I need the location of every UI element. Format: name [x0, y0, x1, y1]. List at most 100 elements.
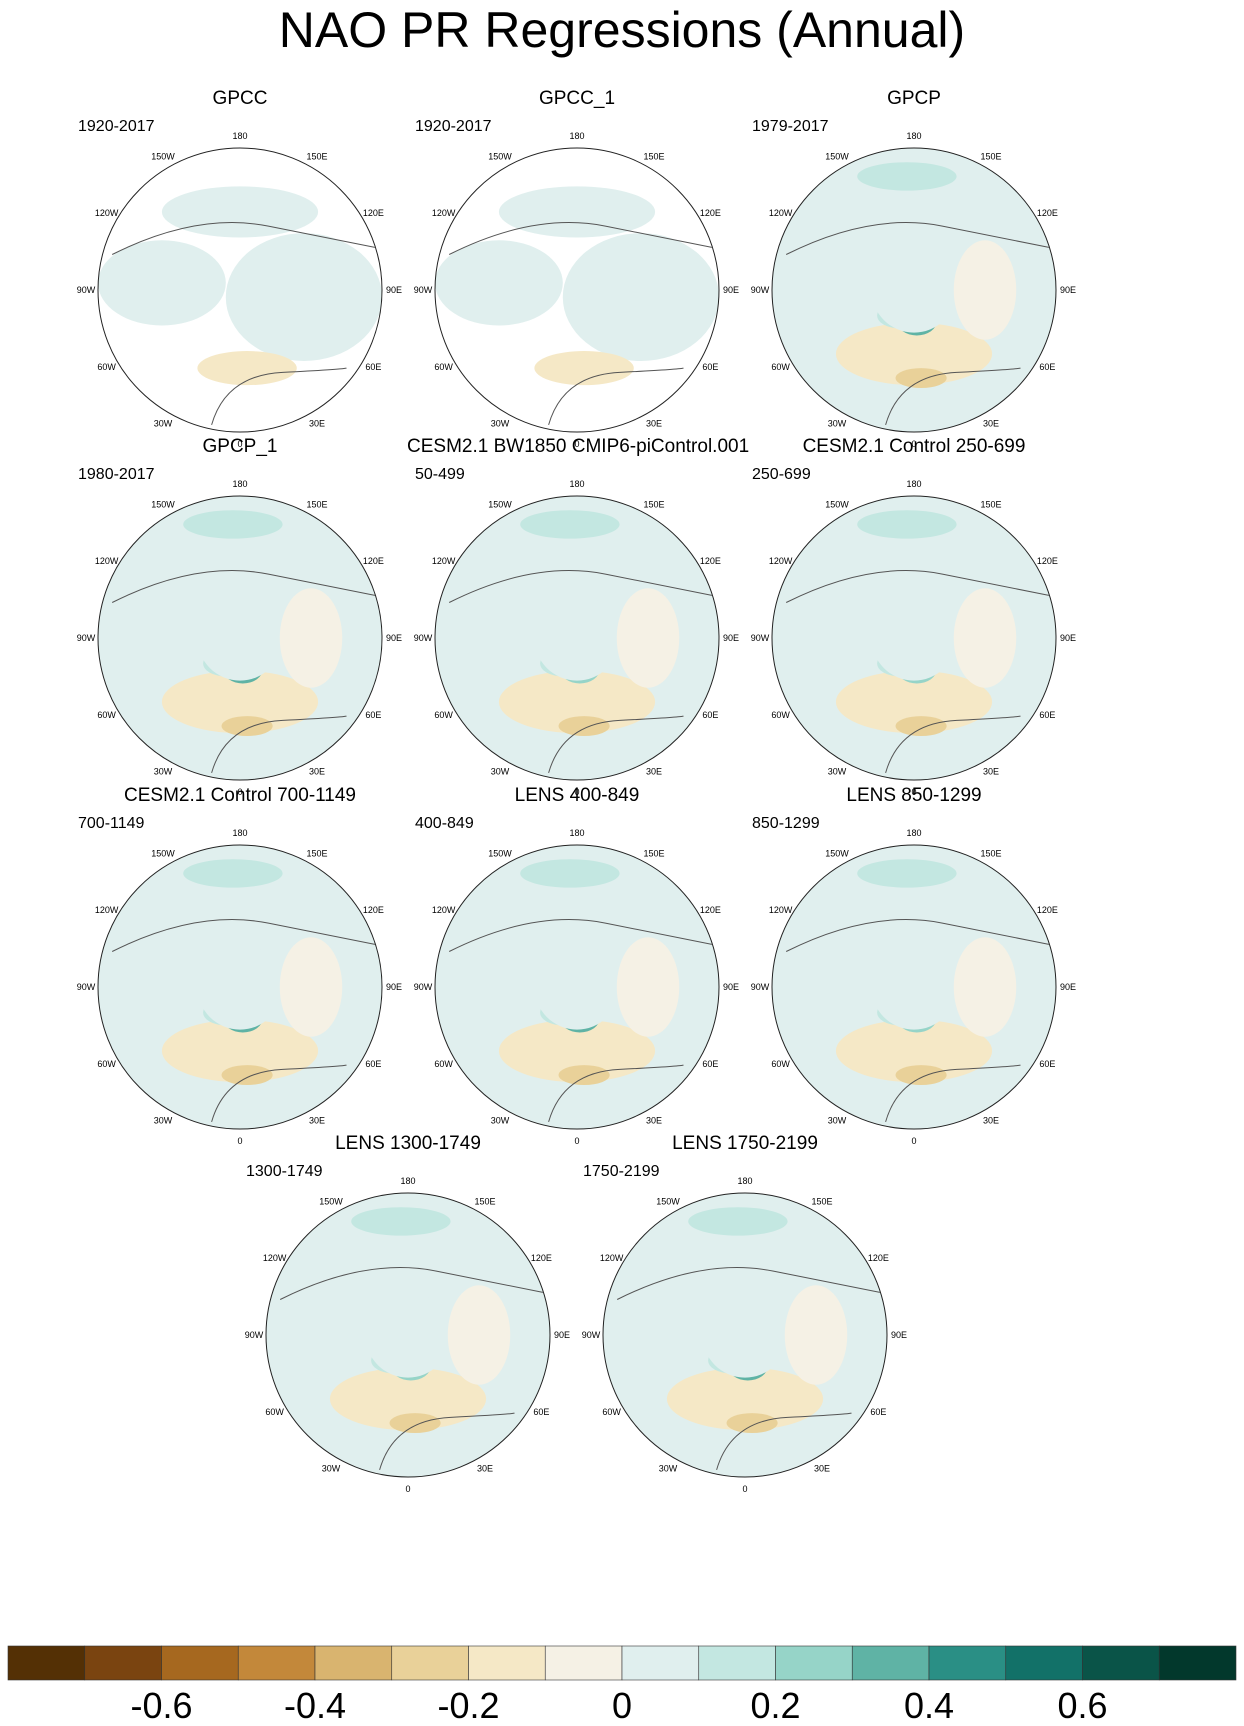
- field-contour: [871, 247, 957, 333]
- field-contour: [871, 944, 957, 1030]
- field-contour: [520, 859, 620, 888]
- longitude-label: 90E: [1060, 982, 1076, 992]
- map-border: [97, 147, 383, 433]
- field-contour: [534, 351, 634, 386]
- coastline: [279, 1267, 543, 1300]
- longitude-label: 90E: [891, 1330, 907, 1340]
- longitude-label: 120E: [868, 1253, 889, 1263]
- longitude-label: 60W: [771, 1059, 790, 1069]
- colorbar-swatch: [84, 1645, 162, 1681]
- longitude-label: 150W: [488, 152, 512, 162]
- longitude-label: 30E: [814, 1463, 830, 1473]
- longitude-label: 90W: [751, 982, 770, 992]
- longitude-label: 30W: [491, 1115, 510, 1125]
- longitude-label: 90W: [414, 633, 433, 643]
- longitude-label: 180: [232, 479, 247, 489]
- longitude-label: 150E: [643, 500, 664, 510]
- longitude-label: 30W: [322, 1463, 341, 1473]
- field-contour: [666, 1367, 824, 1431]
- longitude-label: 30E: [646, 1115, 662, 1125]
- colorbar-swatch: [928, 1645, 1007, 1681]
- longitude-label: 120E: [1037, 556, 1058, 566]
- colorbar-tick-label: 0: [612, 1685, 632, 1726]
- panel-title: GPCP: [887, 88, 941, 109]
- longitude-label: 30E: [983, 766, 999, 776]
- longitude-label: 30W: [491, 418, 510, 428]
- longitude-label: 120E: [700, 208, 721, 218]
- field-contour: [857, 162, 957, 191]
- longitude-label: 90E: [1060, 285, 1076, 295]
- longitude-label: 150W: [319, 1197, 343, 1207]
- polar-map: 180 150E 120E 90E 60E 30E 0 30W 60W 90W 120W 150W: [414, 479, 739, 797]
- coastline: [785, 919, 1049, 952]
- map-border: [771, 844, 1057, 1130]
- longitude-label: 150E: [306, 849, 327, 859]
- longitude-label: 150E: [980, 152, 1001, 162]
- longitude-label: 120E: [363, 905, 384, 915]
- longitude-label: 180: [232, 828, 247, 838]
- map-panel: GPCP 1979-2017 180 150E 120E 90E 60E 30E 0 30W 60W…: [744, 88, 1084, 460]
- colorbar-swatch: [851, 1645, 930, 1681]
- panel-period: 400-849: [415, 815, 474, 832]
- field-contour: [389, 1413, 441, 1433]
- colorbar-tick-label: -0.6: [130, 1685, 192, 1726]
- longitude-label: 0: [237, 439, 242, 449]
- colorbar-tick-label: 0.2: [750, 1685, 800, 1726]
- longitude-label: 30W: [154, 418, 173, 428]
- field-contour: [221, 716, 273, 736]
- longitude-label: 90W: [414, 285, 433, 295]
- panel-period: 50-499: [415, 466, 465, 483]
- longitude-label: 0: [911, 439, 916, 449]
- longitude-label: 0: [911, 787, 916, 797]
- field-contour: [161, 186, 319, 238]
- map-border: [434, 495, 720, 781]
- longitude-label: 90E: [386, 633, 402, 643]
- field-contour: [447, 1285, 511, 1385]
- panel-period: 1980-2017: [78, 466, 155, 483]
- map-panel: LENS 1300-1749 1300-1749 180 150E 120E 90E 60E…: [238, 1133, 578, 1505]
- longitude-label: 150W: [151, 849, 175, 859]
- coastline: [111, 919, 375, 952]
- field-contour: [279, 588, 343, 688]
- longitude-label: 180: [400, 1176, 415, 1186]
- map-panel: CESM2.1 Control 700-1149 700-1149 180 150E 1…: [70, 785, 410, 1157]
- field-contour: [835, 322, 993, 386]
- longitude-label: 60E: [533, 1407, 549, 1417]
- longitude-label: 30E: [983, 1115, 999, 1125]
- longitude-label: 120W: [432, 556, 456, 566]
- field-contour: [308, 1292, 352, 1350]
- field-contour: [726, 1413, 778, 1433]
- field-contour: [225, 233, 382, 361]
- coastline: [211, 715, 347, 774]
- coastline: [785, 570, 1049, 603]
- field-contour: [871, 595, 957, 681]
- longitude-label: 90W: [245, 1330, 264, 1340]
- longitude-label: 90W: [751, 633, 770, 643]
- longitude-label: 150W: [488, 500, 512, 510]
- longitude-label: 150E: [643, 152, 664, 162]
- panel-title: CESM2.1 Control 700-1149: [124, 785, 356, 806]
- longitude-label: 30W: [828, 418, 847, 428]
- field-contour: [534, 944, 620, 1030]
- field-contour: [365, 1292, 451, 1378]
- field-contour: [895, 368, 947, 388]
- longitude-label: 120W: [432, 208, 456, 218]
- coastline: [379, 1412, 515, 1471]
- longitude-label: 60W: [97, 710, 116, 720]
- panel-title: CESM2.1 BW1850 CMIP6-piControl.001: [407, 436, 750, 457]
- longitude-label: 60E: [365, 710, 381, 720]
- longitude-label: 150W: [825, 849, 849, 859]
- field-contour: [616, 937, 680, 1037]
- longitude-label: 120W: [95, 208, 119, 218]
- longitude-label: 180: [737, 1176, 752, 1186]
- panel-title: LENS 1300-1749: [335, 1133, 481, 1154]
- longitude-label: 60W: [265, 1407, 284, 1417]
- field-contour: [558, 716, 610, 736]
- map-border: [265, 1192, 551, 1478]
- field-contour: [688, 1207, 788, 1236]
- longitude-label: 30W: [659, 1463, 678, 1473]
- field-contour: [520, 510, 620, 539]
- coastline: [211, 1064, 347, 1123]
- coastline: [885, 367, 1021, 426]
- longitude-label: 120E: [700, 556, 721, 566]
